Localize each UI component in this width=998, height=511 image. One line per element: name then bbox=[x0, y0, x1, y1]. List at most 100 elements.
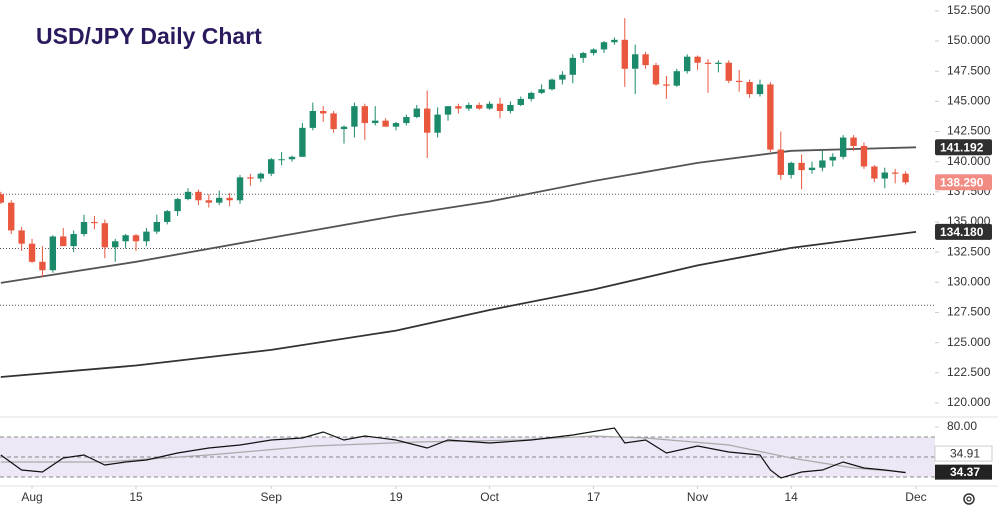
candle-body bbox=[226, 197, 233, 201]
candle-body bbox=[860, 145, 868, 167]
candle-body bbox=[787, 162, 795, 175]
rsi-tag bbox=[935, 464, 992, 480]
candle-body bbox=[70, 234, 77, 247]
candle-body bbox=[871, 166, 878, 179]
price-tag bbox=[935, 139, 992, 156]
price-tag bbox=[935, 223, 992, 240]
y-tick-label: 152.500 bbox=[947, 3, 991, 17]
price-tag-label: 138.290 bbox=[940, 175, 984, 189]
candle-body bbox=[777, 149, 784, 175]
x-tick-label: Nov bbox=[687, 490, 708, 504]
candle-body bbox=[704, 62, 712, 64]
settings-icon[interactable] bbox=[963, 493, 975, 505]
candle-body bbox=[278, 159, 285, 161]
candle-body bbox=[288, 156, 296, 160]
candle-body bbox=[475, 104, 483, 109]
chart-title: USD/JPY Daily Chart bbox=[36, 23, 262, 49]
candle-body bbox=[496, 103, 504, 111]
candle-body bbox=[299, 127, 306, 157]
candle-body bbox=[247, 177, 254, 179]
candle-body bbox=[808, 167, 816, 171]
candle-body bbox=[372, 120, 379, 124]
candle-body bbox=[18, 230, 25, 244]
candle-body bbox=[673, 71, 680, 86]
candle-body bbox=[8, 202, 15, 231]
candle-body bbox=[850, 137, 857, 146]
candle-body bbox=[49, 236, 57, 271]
candle-body bbox=[60, 236, 67, 247]
candle-body bbox=[621, 39, 628, 69]
candle-body bbox=[382, 120, 389, 127]
x-tick-label: 14 bbox=[784, 490, 798, 504]
candle-body bbox=[444, 106, 452, 115]
x-tick-label: 15 bbox=[129, 490, 143, 504]
candle-body bbox=[164, 211, 171, 222]
candle-body bbox=[205, 200, 213, 203]
rsi-tag-label: 34.91 bbox=[950, 446, 980, 460]
candle-body bbox=[819, 160, 826, 168]
candle-body bbox=[517, 98, 524, 105]
moving-average bbox=[0, 231, 917, 378]
candle-body bbox=[330, 113, 337, 130]
candle-body bbox=[309, 110, 317, 128]
candle-body bbox=[725, 62, 732, 81]
y-tick-label: 132.500 bbox=[947, 244, 991, 258]
candle-body bbox=[216, 197, 223, 203]
price-tag-label: 134.180 bbox=[940, 225, 984, 239]
candle-body bbox=[122, 235, 129, 242]
moving-average bbox=[0, 146, 917, 284]
candle-body bbox=[756, 84, 764, 95]
candle-body bbox=[798, 162, 805, 171]
candle-body bbox=[195, 191, 202, 201]
candle-body bbox=[174, 199, 181, 212]
candle-body bbox=[361, 106, 369, 124]
candle-body bbox=[642, 54, 649, 66]
candle-body bbox=[538, 89, 545, 93]
x-tick-label: Aug bbox=[21, 490, 42, 504]
y-tick-label: 120.000 bbox=[947, 395, 991, 409]
x-tick-label: Sep bbox=[261, 490, 283, 504]
candle-body bbox=[839, 137, 847, 157]
candle-body bbox=[569, 57, 576, 75]
candle-body bbox=[413, 108, 421, 118]
candle-body bbox=[663, 84, 670, 86]
y-tick-label: 142.500 bbox=[947, 124, 991, 138]
x-tick-label: 19 bbox=[389, 490, 403, 504]
candle-body bbox=[590, 49, 597, 54]
candle-body bbox=[434, 114, 441, 133]
y-tick-label: 147.500 bbox=[947, 63, 991, 77]
candle-body bbox=[424, 108, 431, 133]
candle-body bbox=[694, 56, 701, 63]
candle-body bbox=[392, 123, 400, 127]
y-tick-label: 140.000 bbox=[947, 154, 991, 168]
candle-body bbox=[132, 235, 140, 242]
candle-body bbox=[631, 54, 639, 69]
candle-body bbox=[340, 126, 348, 130]
candle-body bbox=[153, 221, 161, 232]
candle-body bbox=[891, 172, 899, 174]
y-tick-label: 150.000 bbox=[947, 33, 991, 47]
candle-body bbox=[236, 177, 244, 201]
candle-body bbox=[600, 42, 608, 50]
candle-body bbox=[486, 103, 493, 109]
candle-body bbox=[143, 231, 150, 242]
candle-body bbox=[548, 79, 556, 90]
candle-body bbox=[351, 106, 358, 127]
candle-body bbox=[579, 53, 587, 58]
candle-body bbox=[80, 221, 88, 235]
price-tag bbox=[935, 174, 992, 191]
candle-body bbox=[257, 173, 265, 179]
candle-body bbox=[507, 104, 514, 111]
candle-body bbox=[683, 56, 691, 72]
y-tick-label: 125.000 bbox=[947, 335, 991, 349]
candle-body bbox=[101, 223, 109, 248]
x-tick-label: Oct bbox=[480, 490, 499, 504]
candle-body bbox=[746, 82, 753, 95]
y-tick-label: 122.500 bbox=[947, 365, 991, 379]
candle-body bbox=[829, 156, 836, 161]
y-tick-label: 130.000 bbox=[947, 274, 991, 288]
candle-body bbox=[527, 92, 535, 99]
candle-body bbox=[0, 194, 5, 203]
candle-body bbox=[91, 221, 98, 224]
